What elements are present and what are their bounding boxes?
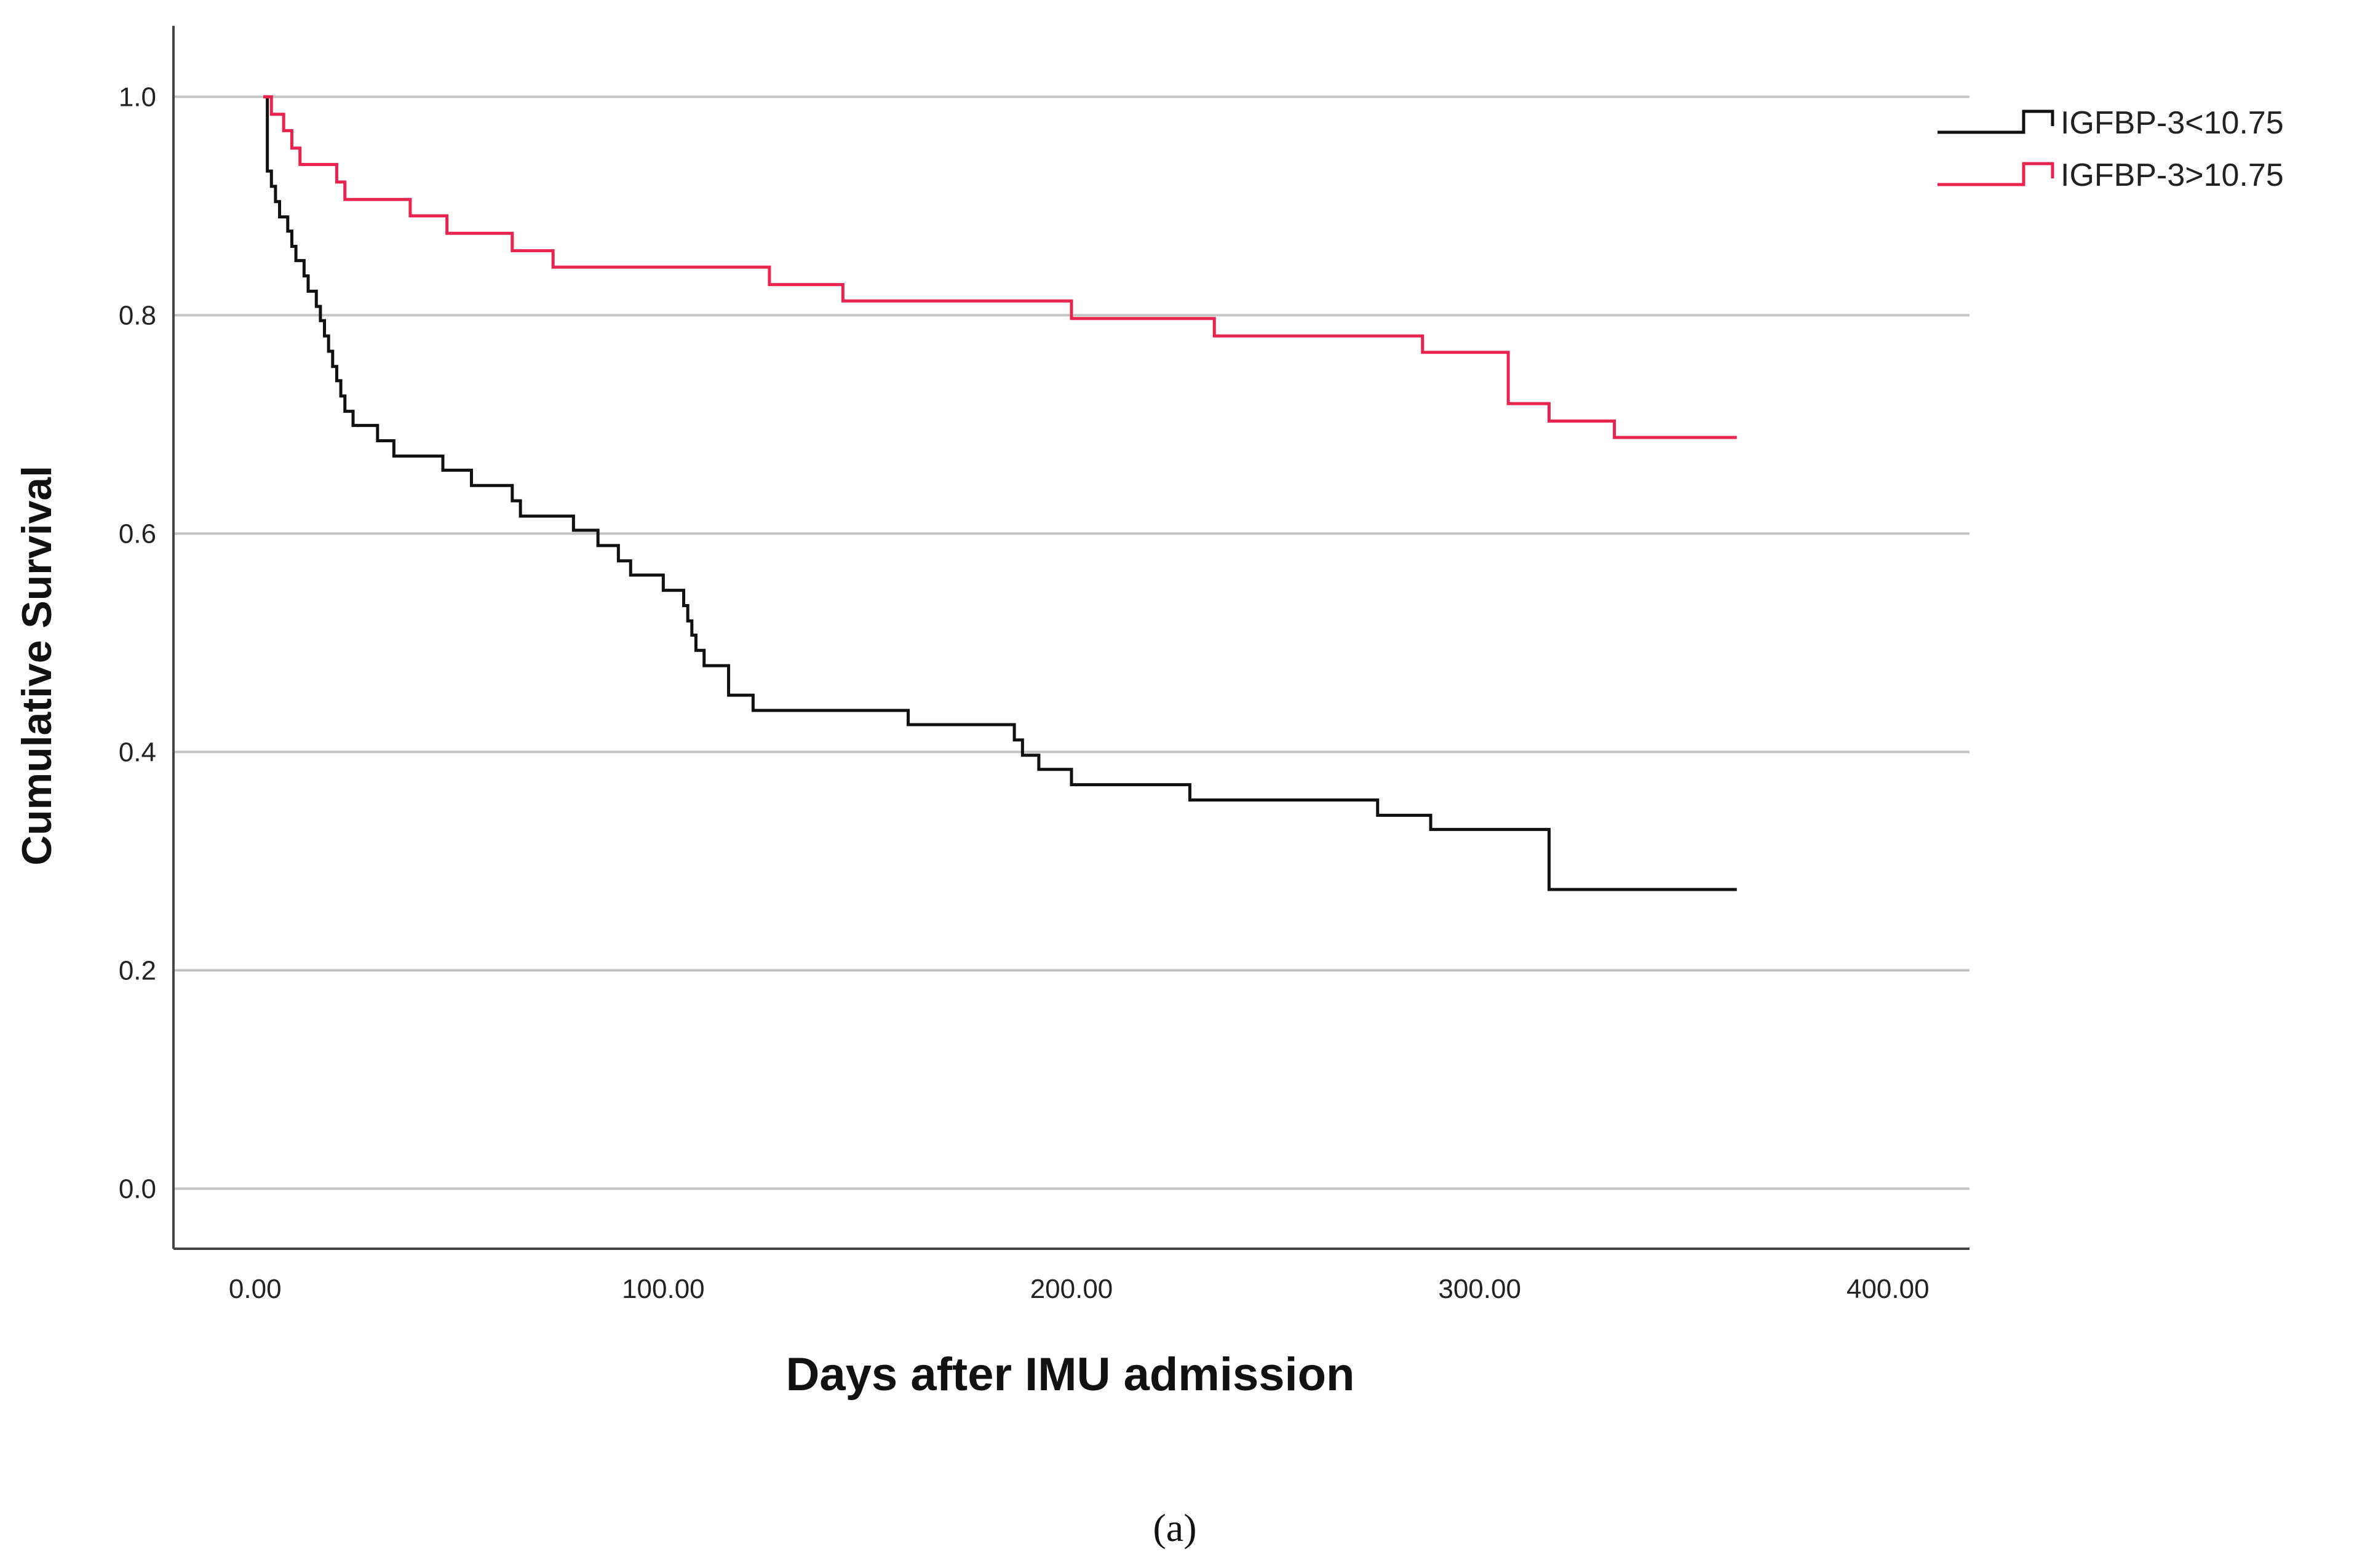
y-axis-title: Cumulative Survival	[14, 466, 60, 866]
gridlines	[173, 95, 1970, 1190]
legend-label-1: IGFBP-3<10.75	[2061, 105, 2284, 141]
tick-labels: 0.0 0.2 0.4 0.6 0.8 1.0 0.00 100.00 200.00 300.00…	[119, 82, 1930, 1304]
axes	[172, 26, 1970, 1250]
legend-swatch-1	[1938, 109, 2054, 134]
y-tick-label: 0.8	[119, 300, 156, 330]
y-tick-label: 1.0	[119, 82, 156, 112]
x-tick-label: 100.00	[622, 1274, 705, 1304]
x-tick-label: 0.00	[229, 1274, 282, 1304]
legend-swatch-2	[1938, 162, 2054, 186]
figure-caption: (a)	[1153, 1506, 1196, 1550]
y-tick-label: 0.0	[119, 1174, 156, 1204]
x-tick-label: 400.00	[1846, 1274, 1930, 1304]
survival-curve-1	[263, 95, 1737, 891]
legend: IGFBP-3<10.75 IGFBP-3>10.75	[1938, 105, 2284, 193]
y-tick-label: 0.4	[119, 737, 156, 767]
x-axis-title: Days after IMU admission	[786, 1348, 1355, 1401]
y-tick-label: 0.6	[119, 519, 156, 549]
survival-curves	[263, 95, 1737, 891]
x-tick-label: 200.00	[1030, 1274, 1113, 1304]
legend-label-2: IGFBP-3>10.75	[2061, 157, 2284, 193]
y-tick-label: 0.2	[119, 955, 156, 985]
x-tick-label: 300.00	[1438, 1274, 1521, 1304]
survival-curve-2	[263, 95, 1737, 439]
